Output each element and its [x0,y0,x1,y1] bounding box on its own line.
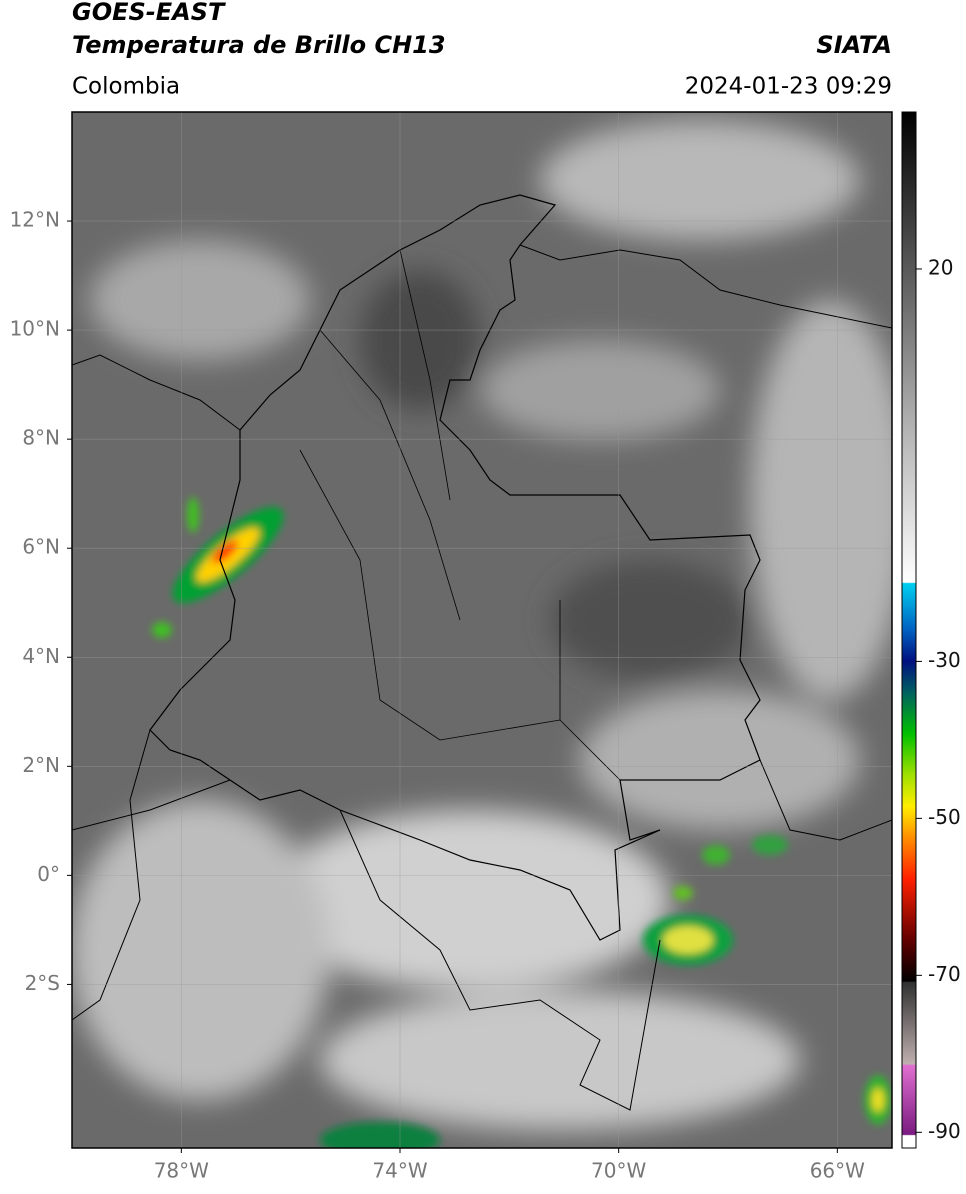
y-tick-label: 12°N [10,208,60,232]
y-tick-label: 2°N [22,753,60,777]
y-tick-label: 2°S [25,971,60,995]
x-tick-label: 70°W [591,1159,646,1183]
satellite-image [72,112,892,1148]
y-tick-label: 10°N [10,317,60,341]
colorbar-tick-label: -70 [928,962,961,986]
title: GOES-EAST [72,0,226,26]
colorbar-tick-label: 20 [928,255,953,279]
colorbar-tick-label: -30 [928,648,961,672]
graticule [72,112,892,1148]
y-tick-label: 0° [37,862,60,886]
map-frame [71,111,893,1149]
x-tick-label: 74°W [372,1159,427,1183]
y-tick-label: 8°N [22,426,60,450]
colorbar [901,111,917,1149]
x-tick-label: 66°W [810,1159,865,1183]
source: SIATA [816,31,892,59]
datetime: 2024-01-23 09:29 [685,74,892,100]
region: Colombia [72,74,180,100]
y-tick-label: 4°N [22,644,60,668]
colorbar-tick-label: -90 [928,1119,961,1143]
x-tick-label: 78°W [154,1159,209,1183]
y-tick-label: 6°N [22,535,60,559]
colorbar-tick-label: -50 [928,805,961,829]
subtitle: Temperatura de Brillo CH13 [72,31,446,59]
